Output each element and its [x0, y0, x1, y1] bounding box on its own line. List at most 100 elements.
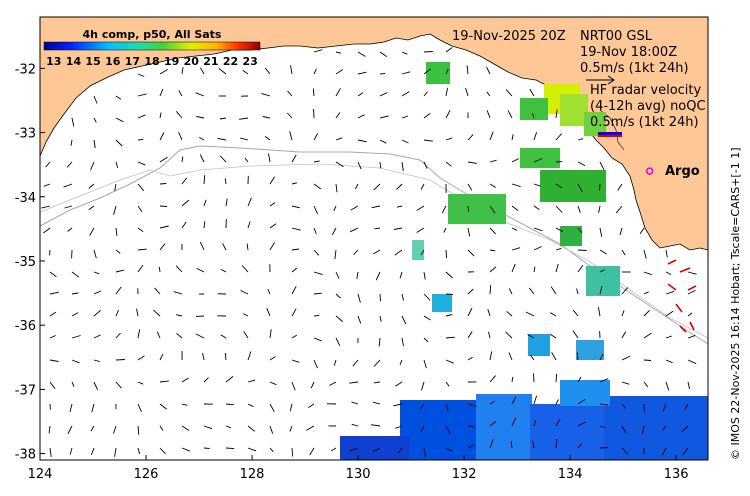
current-vector: [621, 425, 627, 434]
legend-arrow-blue: [598, 132, 622, 136]
current-vector: [291, 227, 301, 231]
current-vector: [529, 88, 535, 97]
current-vector: [395, 381, 403, 387]
current-vector: [511, 417, 517, 427]
current-vector: [621, 403, 626, 409]
y-tick-label: -37: [15, 383, 36, 398]
current-vector: [67, 227, 73, 232]
colorbar-tick-label: 20: [184, 55, 200, 68]
current-vector: [572, 309, 579, 317]
current-vector: [329, 381, 337, 386]
current-vector: [597, 307, 601, 317]
current-vector: [643, 249, 647, 259]
current-vector: [159, 425, 164, 431]
current-vector: [489, 249, 496, 252]
current-vector: [137, 183, 145, 192]
current-vector: [441, 205, 447, 214]
current-vector: [555, 205, 563, 213]
current-vector: [373, 359, 381, 367]
current-vector: [467, 183, 473, 191]
current-vector: [247, 197, 252, 207]
current-vector: [137, 447, 141, 455]
current-vector: [423, 51, 433, 53]
current-vector: [195, 92, 205, 97]
current-vector: [615, 205, 623, 214]
current-vector: [687, 359, 697, 365]
current-vector: [533, 132, 538, 141]
current-vector: [511, 134, 514, 141]
current-vector: [114, 447, 117, 457]
current-vector: [401, 71, 411, 75]
current-vector: [357, 161, 362, 170]
current-vector: [393, 227, 403, 230]
current-vector: [335, 112, 341, 119]
current-vector: [113, 425, 117, 434]
current-vector: [269, 223, 277, 229]
current-vector: [218, 68, 227, 75]
current-vector: [137, 93, 147, 97]
current-vector: [181, 177, 188, 185]
current-vector: [49, 359, 59, 362]
current-vector: [489, 159, 497, 163]
current-vector: [178, 90, 183, 97]
current-vector: [665, 290, 675, 295]
date-label: 19-Nov-2025 20Z: [452, 29, 566, 44]
current-vector: [555, 247, 562, 251]
current-vector: [533, 246, 542, 251]
current-vector: [137, 205, 143, 213]
current-vector: [643, 359, 652, 361]
current-vector: [71, 381, 75, 387]
current-vector: [467, 331, 473, 339]
current-vector: [181, 425, 190, 431]
current-vector: [286, 112, 293, 119]
current-vector: [401, 91, 410, 97]
current-vector-field: [41, 47, 697, 457]
current-vector: [93, 139, 96, 149]
current-vector: [511, 263, 516, 273]
current-vector: [643, 332, 652, 339]
current-vector: [93, 309, 102, 317]
current-vector: [268, 153, 271, 163]
current-vector: [334, 249, 337, 259]
current-vector: [423, 447, 426, 457]
current-vector: [555, 263, 559, 273]
current-vector: [137, 114, 146, 119]
current-vector: [401, 139, 409, 144]
current-vector: [137, 227, 144, 233]
current-vector: [137, 161, 146, 166]
current-vector: [489, 266, 497, 273]
current-vector: [530, 354, 535, 361]
current-vector: [247, 425, 256, 432]
colorbar-tick-label: 22: [223, 55, 238, 68]
current-vector: [357, 315, 362, 324]
current-vector: [555, 227, 564, 233]
legend-line4: HF radar velocity: [590, 83, 702, 98]
current-vector: [445, 109, 451, 119]
current-vector: [511, 396, 517, 405]
current-vector: [313, 205, 319, 215]
current-vector: [199, 241, 205, 251]
current-vector: [335, 161, 344, 168]
current-vector: [665, 249, 668, 258]
current-vector: [533, 420, 537, 427]
current-vector: [219, 117, 227, 120]
current-vector: [577, 205, 581, 213]
current-vector: [489, 131, 494, 141]
current-vector: [373, 381, 381, 384]
current-vector: [661, 447, 667, 456]
current-vector: [665, 310, 674, 317]
current-vector: [423, 359, 427, 369]
current-vector: [533, 183, 541, 187]
current-vector: [467, 134, 474, 141]
current-vector: [159, 183, 167, 185]
current-vector: [178, 132, 183, 141]
current-vector: [241, 265, 249, 273]
current-vector: [489, 285, 492, 295]
current-vector: [379, 315, 382, 322]
current-vector: [443, 227, 447, 233]
current-vector: [511, 247, 521, 251]
current-vector: [393, 403, 403, 407]
current-vector: [291, 334, 298, 339]
current-vector: [445, 293, 453, 295]
current-vector: [423, 68, 431, 75]
